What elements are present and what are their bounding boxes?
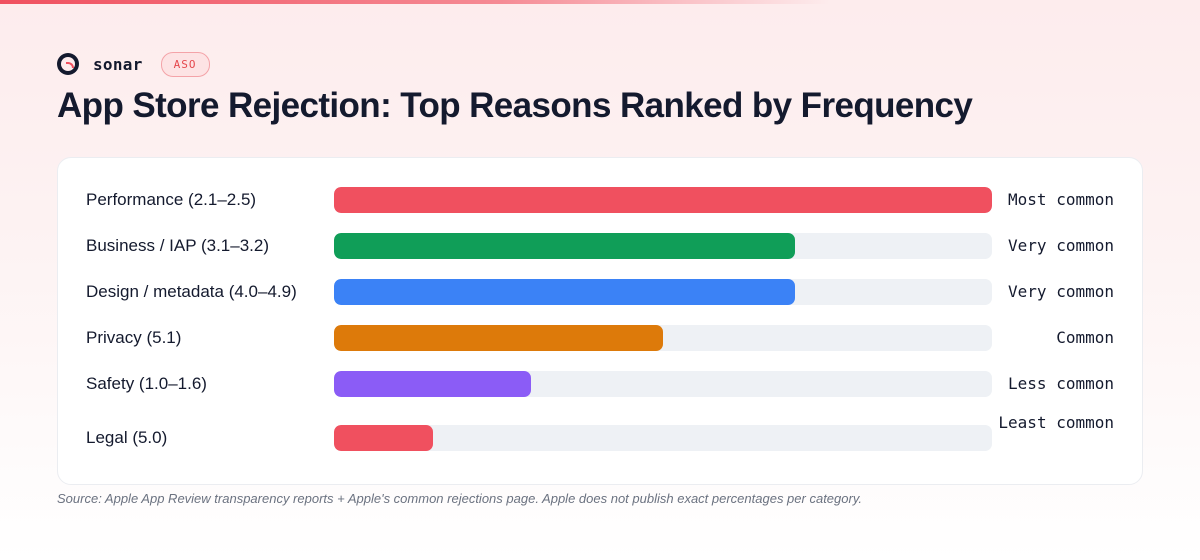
bar-fill <box>334 325 663 351</box>
bar-frequency-label: Least common <box>998 413 1114 432</box>
page-title: App Store Rejection: Top Reasons Ranked … <box>57 86 973 125</box>
bar-track <box>334 325 992 351</box>
bar-fill <box>334 233 795 259</box>
bar-track <box>334 371 992 397</box>
brand-row: sonar ASO <box>57 51 210 77</box>
bar-track <box>334 425 992 451</box>
chart-row: Safety (1.0–1.6) Less common <box>58 371 1142 397</box>
bar-track <box>334 187 992 213</box>
chart-row: Design / metadata (4.0–4.9) Very common <box>58 279 1142 305</box>
bar-category-label: Privacy (5.1) <box>86 328 182 347</box>
bar-fill <box>334 371 531 397</box>
bar-track <box>334 233 992 259</box>
brand-name: sonar <box>93 54 143 74</box>
category-badge: ASO <box>160 51 210 77</box>
bar-frequency-label: Very common <box>1008 282 1114 301</box>
bar-fill <box>334 425 433 451</box>
bar-frequency-label: Most common <box>1008 190 1114 209</box>
chart-row: Performance (2.1–2.5) Most common <box>58 187 1142 213</box>
source-note: Source: Apple App Review transparency re… <box>57 491 862 506</box>
bar-frequency-label: Common <box>1056 328 1114 347</box>
chart-row: Privacy (5.1) Common <box>58 325 1142 351</box>
bar-category-label: Performance (2.1–2.5) <box>86 190 257 209</box>
chart-row: Business / IAP (3.1–3.2) Very common <box>58 233 1142 259</box>
bar-frequency-label: Less common <box>1008 374 1114 393</box>
chart-card: Performance (2.1–2.5) Most common Business… <box>57 157 1143 485</box>
bar-track <box>334 279 992 305</box>
bar-frequency-label: Very common <box>1008 236 1114 255</box>
chart-row: Legal (5.0) Least common <box>58 413 1142 451</box>
bar-fill <box>334 187 992 213</box>
sonar-logo-icon <box>57 53 79 75</box>
bar-fill <box>334 279 795 305</box>
bar-category-label: Design / metadata (4.0–4.9) <box>86 282 297 301</box>
bar-category-label: Safety (1.0–1.6) <box>86 374 207 393</box>
bar-category-label: Business / IAP (3.1–3.2) <box>86 236 270 255</box>
top-accent-bar <box>0 0 830 4</box>
bar-category-label: Legal (5.0) <box>86 428 168 447</box>
